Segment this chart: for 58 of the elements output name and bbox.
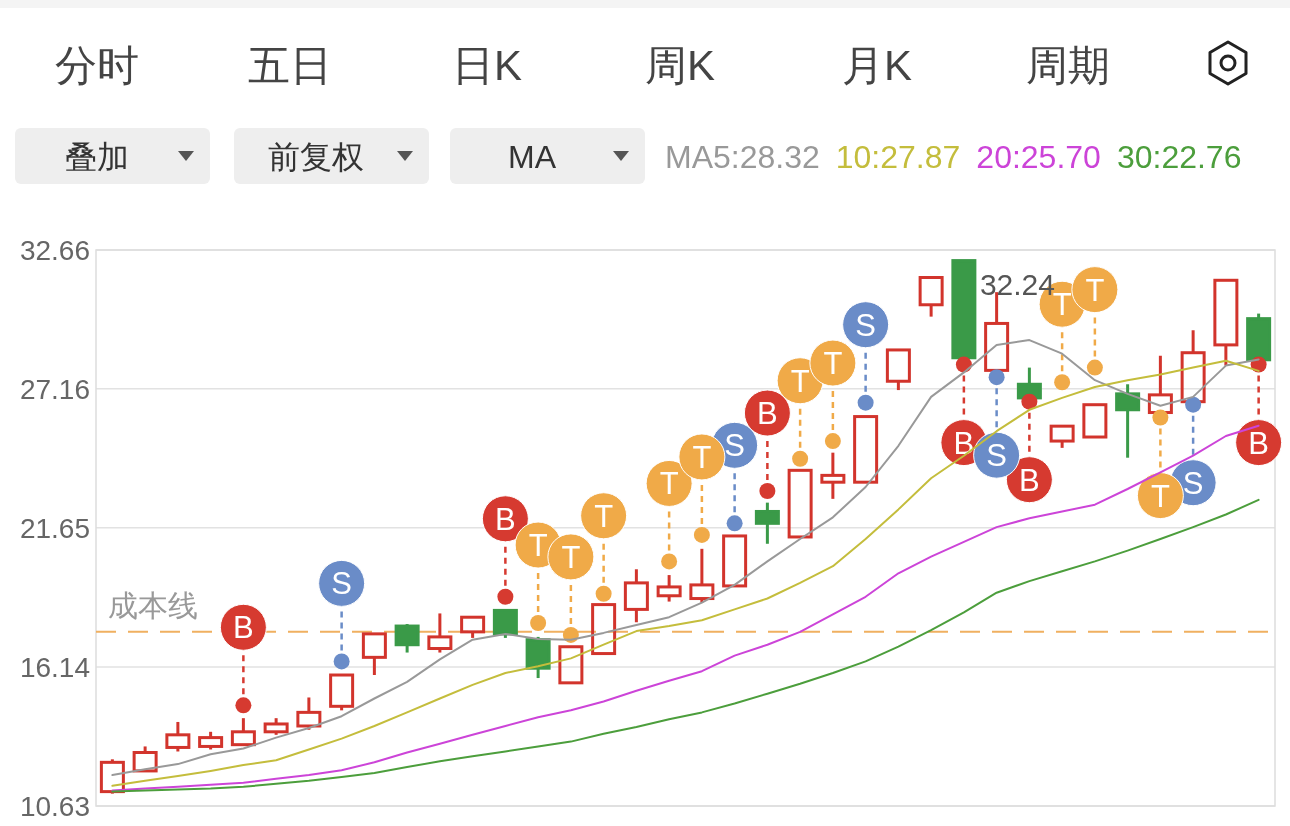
text: 30:22.76 [1116, 139, 1242, 175]
text: 周期 [1026, 42, 1110, 89]
point [1152, 409, 1169, 426]
point [530, 615, 547, 632]
point [988, 369, 1005, 386]
point [693, 526, 710, 543]
text: 分时 [55, 42, 139, 89]
data-label: T [692, 439, 712, 475]
text: MA [508, 139, 557, 175]
text: 叠加 [65, 139, 129, 175]
y-tick-label: 32.66 [19, 235, 90, 266]
text: 五日 [248, 42, 332, 89]
data-label: T [594, 498, 614, 534]
data-label: T [1085, 272, 1105, 308]
data-label: T [823, 346, 843, 382]
data-label: B [757, 396, 778, 432]
point [857, 394, 874, 411]
text: 月K [841, 42, 913, 89]
point [595, 585, 612, 602]
text: 日K [451, 42, 523, 89]
point [1054, 374, 1071, 391]
text: 周K [644, 42, 716, 89]
point [661, 553, 678, 570]
point [824, 433, 841, 450]
data-label: T [790, 363, 810, 399]
data-label: T [659, 466, 679, 502]
y-tick-label: 21.65 [19, 512, 90, 544]
text: 10:27.87 [835, 139, 961, 175]
point [497, 588, 514, 605]
point [759, 483, 776, 500]
data-label: B [495, 501, 516, 537]
data-label: B [1019, 462, 1040, 498]
text: 前复权 [268, 139, 364, 175]
point [792, 450, 809, 467]
data-label: B [233, 610, 254, 646]
y-tick-label: 27.16 [19, 373, 90, 405]
data-label: B [1248, 425, 1269, 461]
point [1086, 359, 1103, 376]
data-label: B [953, 425, 975, 461]
point [333, 653, 350, 670]
point [1185, 396, 1202, 413]
data-label: S [986, 438, 1007, 474]
y-tick-label: 16.14 [19, 651, 90, 683]
data-label: S [1182, 465, 1204, 501]
text: 20:25.70 [976, 139, 1101, 175]
y-tick-label: 10.63 [19, 791, 90, 822]
point [1021, 393, 1038, 410]
point [726, 515, 743, 532]
text: MA5:28.32 [665, 139, 820, 175]
data-label: T [561, 539, 581, 575]
data-label: S [855, 307, 876, 343]
data-label: S [724, 428, 745, 464]
point [235, 697, 252, 714]
data-label: T [528, 528, 548, 564]
ref-line-label: 成本线 [108, 588, 198, 622]
data-label: S [331, 566, 352, 602]
candlestick [820, 452, 846, 499]
data-label: T [1150, 478, 1170, 514]
